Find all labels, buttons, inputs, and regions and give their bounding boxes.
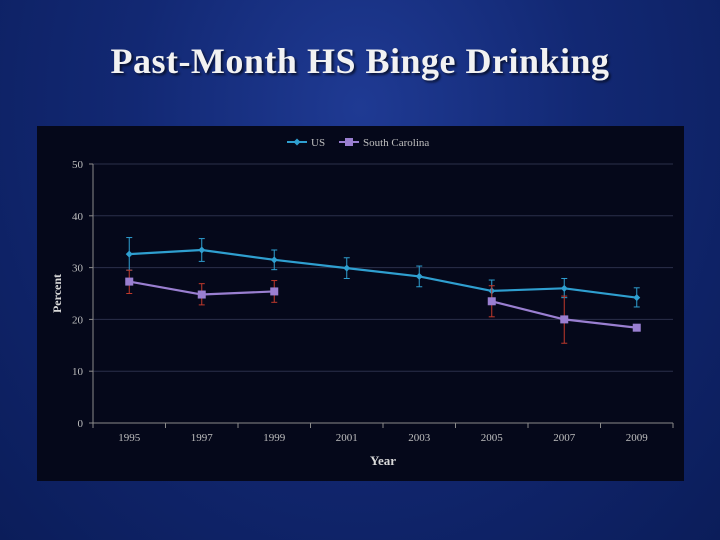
- legend-label-1: South Carolina: [363, 137, 429, 149]
- data-point-0-3: [343, 264, 351, 272]
- series-line-1-seg-6: [564, 318, 637, 329]
- x-tick-label-1995: 1995: [118, 432, 141, 444]
- series-line-1-seg-5: [491, 300, 565, 321]
- line-chart: 0 10 20 30 40 50 1995 1997 1999 2001 2003 2005 2007 2…: [50, 137, 674, 468]
- data-point-0-7: [633, 294, 641, 302]
- y-tick-label-30: 30: [72, 263, 84, 275]
- series-line-0-seg-2: [274, 258, 347, 270]
- x-tick-label-1997: 1997: [191, 432, 214, 444]
- x-tick-label-2007: 2007: [553, 432, 576, 444]
- data-point-1-6: [560, 315, 569, 324]
- data-point-0-1: [198, 246, 206, 254]
- series-line-0-seg-4: [419, 275, 492, 292]
- data-point-1-2: [270, 287, 279, 296]
- y-tick-label-10: 10: [72, 366, 84, 378]
- legend-marker-0: [293, 138, 301, 146]
- x-tick-label-2009: 2009: [626, 432, 649, 444]
- x-tick-label-2005: 2005: [481, 432, 504, 444]
- data-point-1-0: [125, 277, 134, 286]
- data-point-0-2: [270, 256, 278, 264]
- y-tick-label-20: 20: [72, 314, 84, 326]
- y-tick-label-40: 40: [72, 211, 84, 223]
- data-point-0-6: [560, 284, 568, 292]
- data-point-0-4: [415, 272, 423, 280]
- series-line-1-seg-1: [201, 290, 275, 296]
- y-axis-title: Percent: [50, 274, 64, 313]
- x-axis-title: Year: [370, 453, 396, 468]
- chart-panel: 0 10 20 30 40 50 1995 1997 1999 2001 2003 2005 2007 2…: [37, 126, 684, 481]
- legend-label-0: US: [311, 137, 325, 149]
- series-line-0-seg-1: [201, 248, 275, 261]
- x-tick-label-2001: 2001: [336, 432, 358, 444]
- series-line-0-seg-6: [564, 287, 637, 299]
- series-line-0-seg-0: [129, 248, 202, 256]
- data-point-1-7: [632, 323, 641, 332]
- series-line-1-seg-0: [129, 280, 202, 296]
- series-line-0-seg-3: [346, 267, 420, 278]
- data-point-0-0: [125, 250, 133, 258]
- series-line-0-seg-5: [491, 287, 565, 293]
- data-point-1-5: [487, 297, 496, 306]
- y-tick-label-0: 0: [78, 418, 84, 430]
- slide-title: Past-Month HS Binge Drinking: [110, 41, 610, 81]
- x-tick-label-1999: 1999: [263, 432, 286, 444]
- y-tick-label-50: 50: [72, 159, 84, 171]
- data-point-1-1: [197, 290, 206, 299]
- legend-marker-1: [345, 138, 353, 146]
- x-tick-label-2003: 2003: [408, 432, 431, 444]
